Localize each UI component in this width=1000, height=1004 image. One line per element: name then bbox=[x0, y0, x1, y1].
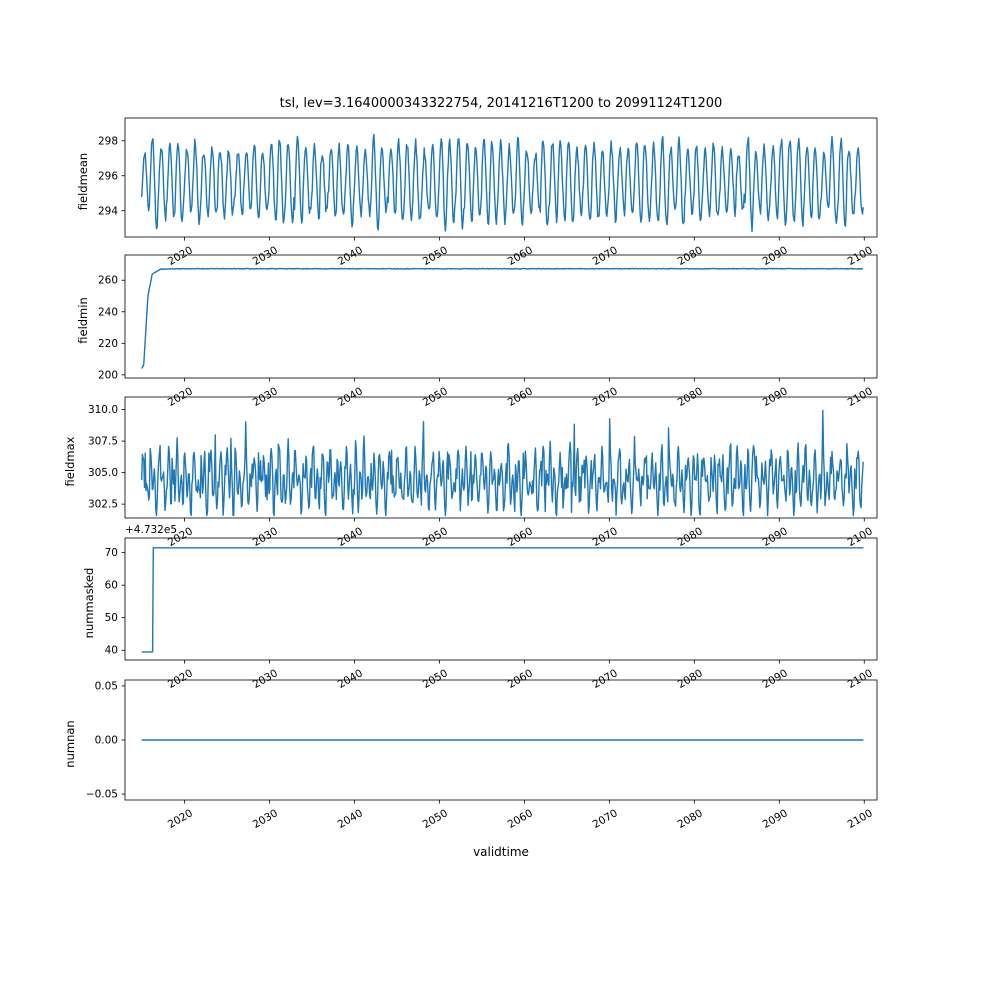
x-tick-label: 2070 bbox=[591, 807, 620, 831]
chart-title: tsl, lev=3.1640000343322754, 20141216T12… bbox=[280, 96, 723, 111]
x-tick-label: 2050 bbox=[421, 244, 450, 268]
subplot-numnan: −0.05 0.00 0.05 2020 2030 2040 2050 2060 2070 208… bbox=[63, 679, 878, 831]
x-tick-label: 2070 bbox=[591, 244, 620, 268]
x-tick-label: 2060 bbox=[506, 807, 535, 831]
x-tick-label: 2100 bbox=[846, 807, 875, 831]
x-tick-label: 2060 bbox=[506, 667, 535, 691]
data-line-nummasked bbox=[141, 547, 864, 653]
data-line-fieldmax bbox=[141, 409, 864, 517]
x-tick-label: 2050 bbox=[421, 807, 450, 831]
x-tick-label: 2090 bbox=[761, 667, 790, 691]
x-tick-label: 2090 bbox=[761, 807, 790, 831]
x-tick-label: 2030 bbox=[251, 667, 280, 691]
y-axis-label: fieldmax bbox=[63, 436, 77, 486]
x-tick-label: 2070 bbox=[591, 525, 620, 549]
axis-offset-text: +4.732e5 bbox=[125, 524, 177, 536]
x-tick-label: 2040 bbox=[336, 667, 365, 691]
y-tick-label: 302.5 bbox=[88, 499, 118, 511]
x-tick-label: 2060 bbox=[506, 525, 535, 549]
x-tick-label: 2020 bbox=[166, 667, 195, 691]
x-tick-label: 2040 bbox=[336, 807, 365, 831]
x-tick-label: 2080 bbox=[676, 807, 705, 831]
y-axis-label: fieldmin bbox=[76, 297, 90, 344]
y-axis-label: nummasked bbox=[82, 568, 96, 639]
data-line-fieldmean bbox=[141, 133, 864, 233]
subplot-fieldmean: 294 296 298 2020 2030 2040 2050 2060 2070 2080 209… bbox=[76, 117, 878, 268]
x-tick-label: 2020 bbox=[166, 807, 195, 831]
x-tick-label: 2080 bbox=[676, 525, 705, 549]
x-tick-label: 2090 bbox=[761, 244, 790, 268]
x-tick-label: 2080 bbox=[676, 667, 705, 691]
y-tick-label: 260 bbox=[98, 275, 118, 287]
subplot-nummasked: 40 50 60 70 2020 2030 2040 2050 2060 2070 2080 2090… bbox=[82, 524, 878, 691]
axes-frame bbox=[124, 254, 878, 379]
x-tick-label: 2030 bbox=[251, 807, 280, 831]
y-axis-label: numnan bbox=[63, 720, 77, 767]
y-tick-label: 50 bbox=[105, 612, 118, 624]
x-axis-label: validtime bbox=[473, 845, 529, 859]
y-tick-label: 307.5 bbox=[88, 436, 118, 448]
x-tick-label: 2040 bbox=[336, 244, 365, 268]
x-tick-label: 2030 bbox=[251, 244, 280, 268]
y-tick-label: 298 bbox=[98, 135, 118, 147]
y-tick-label: 70 bbox=[105, 547, 118, 559]
x-tick-label: 2040 bbox=[336, 525, 365, 549]
axes-frame bbox=[124, 537, 878, 661]
x-tick-label: 2100 bbox=[846, 244, 875, 268]
y-tick-label: 296 bbox=[98, 170, 118, 182]
x-tick-label: 2050 bbox=[421, 525, 450, 549]
y-tick-label: 200 bbox=[98, 369, 118, 381]
x-tick-label: 2100 bbox=[846, 525, 875, 549]
axes-frame bbox=[124, 396, 878, 519]
y-tick-label: 240 bbox=[98, 306, 118, 318]
x-tick-label: 2070 bbox=[591, 667, 620, 691]
x-tick-label: 2020 bbox=[166, 244, 195, 268]
x-tick-label: 2080 bbox=[676, 244, 705, 268]
y-tick-label: 310.0 bbox=[88, 404, 118, 416]
y-tick-label: 294 bbox=[98, 205, 118, 217]
subplots-group: 294 296 298 2020 2030 2040 2050 2060 2070 2080 209… bbox=[63, 117, 878, 831]
x-tick-label: 2100 bbox=[846, 667, 875, 691]
y-tick-label: 0.05 bbox=[95, 680, 118, 692]
y-tick-label: 40 bbox=[105, 645, 118, 657]
y-tick-label: 0.00 bbox=[95, 735, 118, 747]
x-tick-label: 2090 bbox=[761, 525, 790, 549]
y-tick-label: 220 bbox=[98, 338, 118, 350]
y-axis-label: fieldmean bbox=[76, 153, 90, 210]
x-tick-label: 2030 bbox=[251, 525, 280, 549]
axes-frame bbox=[124, 117, 878, 238]
x-tick-label: 2060 bbox=[506, 244, 535, 268]
x-tick-label: 2050 bbox=[421, 667, 450, 691]
y-tick-label: 305.0 bbox=[88, 467, 118, 479]
y-tick-label: 60 bbox=[105, 580, 118, 592]
data-line-fieldmin bbox=[141, 267, 864, 369]
y-tick-label: −0.05 bbox=[86, 789, 118, 801]
